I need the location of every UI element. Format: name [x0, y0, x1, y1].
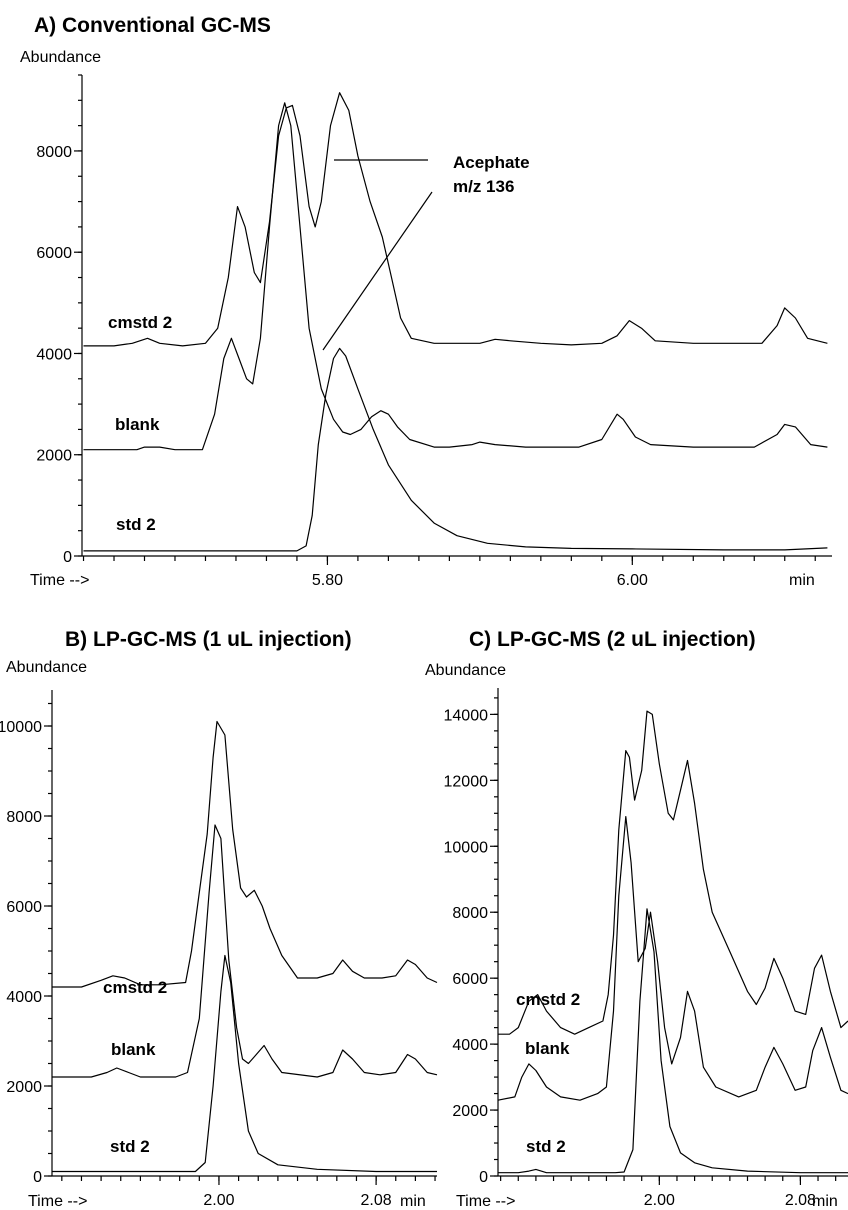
panel-b-y-tick-label: 10000 [0, 719, 42, 736]
panel-a-label-cmstd2: cmstd 2 [108, 313, 172, 332]
panel-c-y-tick-label: 6000 [452, 971, 488, 988]
panel-c-y-tick-label: 12000 [444, 773, 489, 790]
panel-a-y-tick-label: 6000 [36, 245, 72, 262]
panel-b-trace-blank [52, 824, 438, 1078]
panel-a-xlabel: Time --> [30, 572, 89, 589]
panel-c-title: C) LP-GC-MS (2 uL injection) [469, 628, 756, 651]
panel-b-y-tick-label: 2000 [6, 1079, 42, 1096]
panel-c-label-cmstd2: cmstd 2 [516, 990, 580, 1009]
panel-a-label-blank: blank [115, 415, 160, 434]
panel-b-y-tick-label: 0 [33, 1169, 42, 1186]
panel-b-ylabel: Abundance [6, 659, 87, 676]
panel-a-trace-std-2 [83, 347, 828, 552]
panel-a-trace-cmstd-2 [83, 92, 828, 347]
panel-c-y-tick-label: 2000 [452, 1103, 488, 1120]
panel-b-label-std2: std 2 [110, 1137, 150, 1156]
panel-a-traces [83, 92, 828, 552]
annotation-line-2: m/z 136 [453, 177, 514, 196]
panel-c-y-tick-label: 0 [479, 1169, 488, 1186]
panel-c-yticks: 0 2000 4000 6000 8000 10000 12000 14000 [444, 688, 499, 1186]
panel-a-x-tick-label: 5.80 [312, 572, 343, 589]
panel-b-label-cmstd2: cmstd 2 [103, 978, 167, 997]
panel-a-y-tick-label: 8000 [36, 144, 72, 161]
panel-c-x-tick-label: 2.00 [644, 1192, 675, 1209]
panel-a-label-std2: std 2 [116, 515, 156, 534]
panel-b-trace-cmstd-2 [52, 720, 438, 988]
panel-b-trace-std-2 [52, 954, 437, 1173]
panel-c: C) LP-GC-MS (2 uL injection) Abundance 0… [425, 628, 848, 1210]
panel-c-y-tick-label: 4000 [452, 1037, 488, 1054]
panel-b: B) LP-GC-MS (1 uL injection) Abundance 0… [0, 628, 438, 1210]
panel-b-y-tick-label: 4000 [6, 989, 42, 1006]
panel-c-xticks: 2.00 2.08 [498, 1175, 848, 1209]
panel-a-title: A) Conventional GC-MS [34, 14, 271, 37]
panel-a-xunit: min [789, 572, 815, 589]
panel-c-traces [497, 710, 848, 1174]
panel-c-label-blank: blank [525, 1039, 570, 1058]
panel-a-xticks: 5.80 6.00 [82, 555, 832, 589]
panel-c-y-tick-label: 8000 [452, 905, 488, 922]
annotation-leader-std [322, 191, 433, 351]
panel-a-trace-blank [83, 102, 828, 451]
panel-c-y-tick-label: 14000 [444, 707, 489, 724]
panel-c-x-tick-label: 2.08 [785, 1192, 816, 1209]
panel-c-xlabel: Time --> [456, 1193, 515, 1210]
panel-b-x-tick-label: 2.00 [203, 1192, 234, 1209]
panel-b-y-tick-label: 6000 [6, 899, 42, 916]
panel-a: A) Conventional GC-MS Abundance 0 2000 400… [20, 14, 832, 589]
panel-b-xticks: 2.00 2.08 [52, 1175, 437, 1209]
panel-c-trace-cmstd-2 [498, 710, 848, 1035]
panel-c-ylabel: Abundance [425, 662, 506, 679]
panel-a-yticks: 0 2000 4000 6000 8000 [36, 74, 83, 566]
panel-b-y-tick-label: 8000 [6, 809, 42, 826]
panel-b-x-tick-label: 2.08 [361, 1192, 392, 1209]
panel-c-trace-std-2 [498, 908, 848, 1174]
panel-c-trace-blank [497, 816, 848, 1101]
panel-b-yticks: 0 2000 4000 6000 8000 10000 [0, 690, 53, 1186]
panel-a-y-tick-label: 2000 [36, 448, 72, 465]
panel-a-x-tick-label: 6.00 [617, 572, 648, 589]
panel-b-title: B) LP-GC-MS (1 uL injection) [65, 628, 352, 651]
panel-c-y-tick-label: 10000 [444, 839, 489, 856]
panel-c-label-std2: std 2 [526, 1137, 566, 1156]
panel-c-xunit: min [812, 1193, 838, 1210]
panel-a-y-tick-label: 0 [63, 549, 72, 566]
panel-b-xlabel: Time --> [28, 1193, 87, 1210]
panel-b-xunit: min [400, 1193, 426, 1210]
panel-b-label-blank: blank [111, 1040, 156, 1059]
panel-b-traces [52, 720, 438, 1173]
panel-a-y-tick-label: 4000 [36, 346, 72, 363]
annotation-line-1: Acephate [453, 153, 530, 172]
panel-a-ylabel: Abundance [20, 49, 101, 66]
